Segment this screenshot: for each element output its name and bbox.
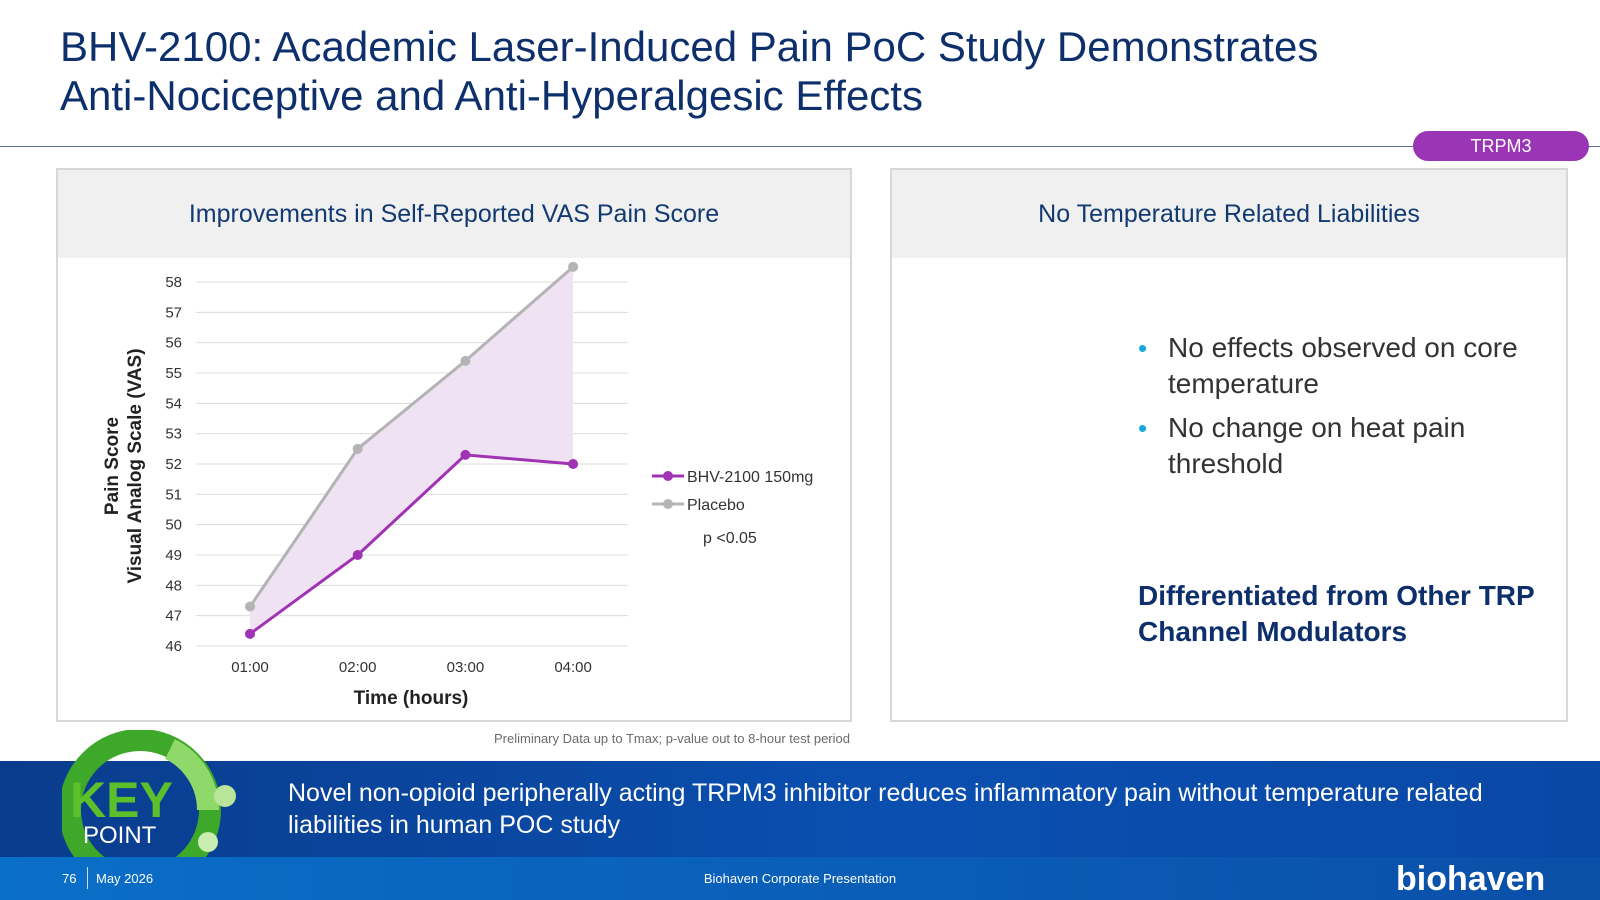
y-tick-label: 47: [165, 608, 182, 625]
x-tick-label: 02:00: [339, 659, 377, 676]
slide-footer: 76 May 2026 Biohaven Corporate Presentat…: [0, 857, 1600, 900]
bullet-item: • No change on heat pain threshold: [1138, 412, 1466, 479]
y-tick-label: 55: [165, 365, 182, 382]
key-point-text: Novel non-opioid peripherally acting TRP…: [288, 779, 1483, 839]
legend-label: Placebo: [687, 497, 745, 514]
biohaven-logo: biohaven: [1396, 860, 1546, 898]
legend-marker: [663, 471, 673, 481]
temperature-heading: No Temperature Related Liabilities: [892, 170, 1566, 258]
data-point: [245, 601, 255, 612]
title-divider: [0, 146, 1600, 147]
key-point-bar: Novel non-opioid peripherally acting TRP…: [0, 761, 1600, 857]
trpm3-tag: TRPM3: [1413, 131, 1589, 161]
point-label: POINT: [83, 822, 157, 849]
vas-chart-panel: Improvements in Self-Reported VAS Pain S…: [56, 168, 852, 722]
fill-between-area: [250, 266, 574, 634]
y-tick-label: 52: [165, 456, 182, 473]
legend-marker: [663, 499, 673, 509]
legend-label: BHV-2100 150mg: [687, 469, 813, 486]
chart-footnote: Preliminary Data up to Tmax; p-value out…: [494, 731, 850, 746]
y-axis-ticks: 46 47 48 49 50 51 52 53 54 55 56 57 58: [165, 274, 182, 655]
y-axis-label-line2: Visual Analog Scale (VAS): [125, 348, 146, 583]
bullet-dot-icon: •: [1138, 413, 1148, 443]
data-point: [352, 443, 363, 454]
bullet-item: • No effects observed on core temperature: [1138, 332, 1518, 399]
data-point: [460, 355, 471, 366]
slide-title-line1: BHV-2100: Academic Laser-Induced Pain Po…: [60, 23, 1319, 70]
key-point-ring-icon: [62, 730, 244, 860]
y-tick-label: 54: [165, 395, 182, 412]
vas-chart-heading: Improvements in Self-Reported VAS Pain S…: [58, 170, 850, 258]
y-tick-label: 51: [165, 486, 182, 503]
y-tick-label: 48: [165, 577, 182, 594]
y-tick-label: 57: [165, 304, 182, 321]
data-point: [568, 459, 579, 469]
x-axis-label: Time (hours): [354, 688, 469, 709]
footer-separator: [87, 867, 88, 889]
vas-line-chart: 46 47 48 49 50 51 52 53 54 55 56 57 58 01:00 02:00 03:…: [102, 261, 813, 709]
footer-presentation-name: Biohaven Corporate Presentation: [703, 871, 897, 886]
data-point: [568, 261, 579, 272]
data-point: [460, 449, 471, 460]
data-point: [352, 550, 363, 560]
data-point: [245, 628, 255, 639]
chart-legend: BHV-2100 150mg Placebo: [652, 469, 813, 514]
y-axis-label-line1: Pain Score: [102, 417, 123, 515]
y-tick-label: 46: [165, 638, 182, 655]
x-tick-label: 04:00: [554, 659, 592, 676]
series-line: [248, 265, 575, 608]
bullet-dot-icon: •: [1138, 333, 1148, 363]
footer-date: May 2026: [96, 871, 154, 886]
y-tick-label: 50: [165, 517, 182, 534]
key-label: KEY: [70, 772, 173, 828]
slide-title-line2: Anti-Nociceptive and Anti-Hyperalgesic E…: [60, 72, 923, 119]
slide-title: BHV-2100: Academic Laser-Induced Pain Po…: [60, 22, 1540, 120]
temperature-panel: No Temperature Related Liabilities • No e…: [890, 168, 1568, 722]
y-tick-label: 49: [165, 547, 182, 564]
x-tick-label: 01:00: [231, 659, 269, 676]
y-tick-label: 53: [165, 426, 182, 443]
differentiation-statement: Differentiated from Other TRP Channel Mo…: [1138, 580, 1535, 647]
x-tick-label: 03:00: [447, 659, 485, 676]
series-line: [249, 453, 574, 636]
chart-series: [245, 261, 579, 639]
x-axis-ticks: 01:00 02:00 03:00 04:00: [231, 659, 592, 676]
y-tick-label: 58: [165, 274, 182, 291]
page-number: 76: [62, 871, 77, 886]
y-tick-label: 56: [165, 335, 182, 352]
temperature-bullets: • No effects observed on core temperature…: [1138, 330, 1558, 490]
p-value-annotation: p <0.05: [703, 530, 757, 547]
